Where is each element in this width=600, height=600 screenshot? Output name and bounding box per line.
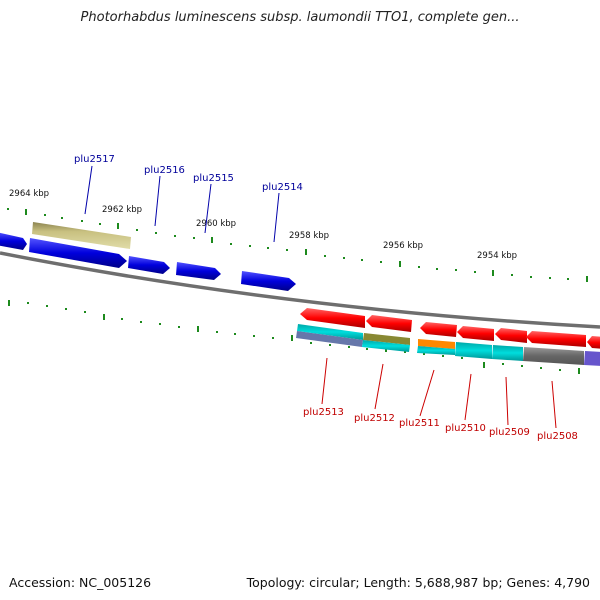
gene-label-plu2514[interactable]: plu2514 [262, 182, 303, 193]
kbp-label: 2958 kbp [289, 231, 329, 241]
gene-arrow-plu2510[interactable] [457, 326, 494, 341]
gene-label-plu2510[interactable]: plu2510 [445, 423, 486, 434]
gene-arrow-plu2508[interactable] [526, 331, 586, 347]
gene-label-plu2517[interactable]: plu2517 [74, 154, 115, 165]
kbp-label: 2964 kbp [9, 189, 49, 199]
gene-arrow-partial[interactable] [0, 232, 27, 250]
gene-label-plu2511[interactable]: plu2511 [399, 418, 440, 429]
kbp-label: 2960 kbp [196, 219, 236, 229]
gene-label-plu2509[interactable]: plu2509 [489, 427, 530, 438]
kbp-label: 2954 kbp [477, 251, 517, 261]
gene-arrow-plu2515[interactable] [176, 262, 221, 280]
gene-label-plu2515[interactable]: plu2515 [193, 173, 234, 184]
gene-label-plu2516[interactable]: plu2516 [144, 165, 185, 176]
cog-band-reverse[interactable] [362, 340, 410, 352]
cog-band-reverse[interactable] [584, 351, 600, 366]
cog-band-reverse[interactable] [492, 345, 523, 361]
gene-arrow-plu2513[interactable] [300, 308, 365, 328]
gene-arrow-plu2514[interactable] [241, 271, 296, 291]
gene-arrow-plu2517[interactable] [29, 238, 127, 268]
kbp-label: 2956 kbp [383, 241, 423, 251]
gene-arrow-partial-right[interactable] [587, 336, 600, 349]
kbp-label: 2962 kbp [102, 205, 142, 215]
cog-band-reverse[interactable] [297, 324, 363, 340]
gene-label-plu2513[interactable]: plu2513 [303, 407, 344, 418]
gene-label-plu2508[interactable]: plu2508 [537, 431, 578, 442]
tick-row-top [7, 208, 588, 282]
accession-label: Accession: NC_005126 [9, 575, 152, 590]
gene-arrow-plu2509[interactable] [495, 328, 527, 343]
cog-band-reverse[interactable] [296, 331, 363, 347]
backbone-track [0, 251, 600, 329]
cog-band-reverse[interactable] [523, 347, 584, 365]
tick-row-bottom [8, 300, 580, 374]
genome-summary: Topology: circular; Length: 5,688,987 bp… [246, 575, 590, 590]
gene-label-plu2512[interactable]: plu2512 [354, 413, 395, 424]
cog-band-reverse[interactable] [417, 346, 455, 355]
gene-arrow-plu2516[interactable] [128, 256, 170, 274]
map-title: Photorhabdus luminescens subsp. laumondi… [80, 10, 520, 25]
cog-band-reverse[interactable] [363, 333, 410, 345]
cog-band-reverse[interactable] [455, 342, 492, 359]
gene-arrow-plu2512[interactable] [366, 315, 412, 332]
cog-band-reverse[interactable] [418, 339, 455, 349]
gene-arrow-plu2511[interactable] [420, 322, 457, 337]
cog-band-forward[interactable] [32, 222, 131, 249]
